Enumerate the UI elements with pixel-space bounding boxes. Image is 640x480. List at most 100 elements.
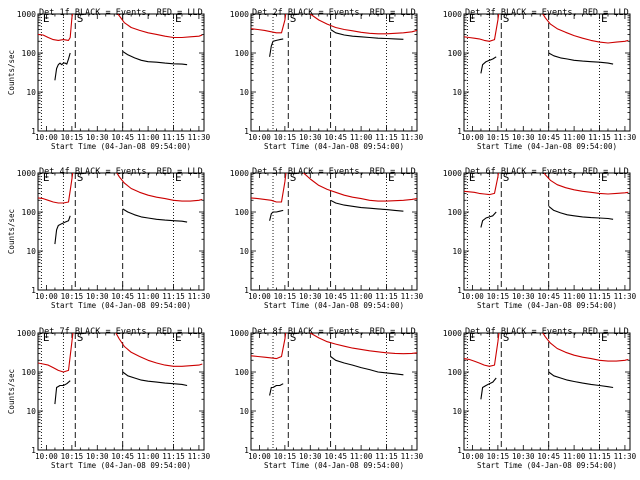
panel-7-xlabel: Start Time (04-Jan-08 09:54:00) [51, 461, 191, 470]
panel-9-marker-label: S [503, 331, 510, 344]
panel-3-marker-label: E [601, 12, 608, 25]
panel-5-xtick-label: 11:30 [401, 292, 424, 301]
panel-1-marker-label: E [175, 12, 182, 25]
panel-5-xtick-label: 11:00 [350, 292, 373, 301]
panel-9-ytick-label: 1 [457, 446, 462, 455]
panel-3-ytick-label: 1000 [443, 10, 462, 19]
panel-2-frame [250, 13, 418, 132]
panel-8-lld-line-2 [309, 333, 417, 355]
panel-3-xtick-label: 11:30 [614, 133, 637, 142]
panel-9-xtick-label: 11:00 [563, 452, 586, 461]
panel-8-xtick-label: 10:45 [324, 452, 347, 461]
panel-7-lld-line-2 [115, 333, 203, 367]
panel-2-xtick-label: 10:45 [324, 133, 347, 142]
panel-1-ytick-label: 10 [26, 88, 36, 97]
panel-7-xtick-label: 10:00 [35, 452, 58, 461]
panel-9-xtick-label: 10:45 [537, 452, 560, 461]
panel-3-xtick-label: 10:15 [487, 133, 510, 142]
panel-8-events-line-2 [330, 356, 404, 376]
panel-7-xtick-label: 11:00 [137, 452, 160, 461]
panel-2-series [251, 14, 417, 57]
panel-9-xtick-label: 10:00 [461, 452, 484, 461]
panel-5-events-line-2 [330, 199, 404, 212]
panel-4-events-line-1 [54, 215, 71, 245]
panel-7-ytick-label: 100 [22, 368, 37, 377]
panel-4-marker-label: E [175, 171, 182, 184]
panel-4-xtick-label: 10:00 [35, 292, 58, 301]
panel-1-ytick-label: 1 [31, 127, 36, 136]
panel-3-title: Det 3f BLACK = Events, RED = LLD [465, 8, 629, 18]
panel-4-xtick-label: 11:00 [137, 292, 160, 301]
panel-5-xtick-label: 10:00 [248, 292, 271, 301]
panel-3-xtick-label: 11:00 [563, 133, 586, 142]
panel-1-frame [37, 13, 205, 132]
panel-5-xlabel: Start Time (04-Jan-08 09:54:00) [264, 301, 404, 310]
panel-2-ytick-label: 100 [235, 49, 250, 58]
panel-6-xtick-label: 10:45 [537, 292, 560, 301]
panel-7-ytick-label: 1000 [17, 329, 36, 338]
panel-1-marker-label: S [77, 12, 84, 25]
panel-8-marker-label: S [290, 331, 297, 344]
panel-3-series [464, 14, 629, 74]
panel-5-series [251, 173, 417, 221]
panel-6-marker-label: E [469, 171, 476, 184]
panel-3-lld-line-2 [542, 14, 629, 44]
panel-3-frame [463, 13, 631, 132]
panel-7-marker-label: S [77, 331, 84, 344]
panel-2-marker-label: E [388, 12, 395, 25]
panel-3-marker-label: E [469, 12, 476, 25]
panel-7-xtick-label: 10:30 [86, 452, 109, 461]
panel-8-ytick-label: 1000 [230, 329, 249, 338]
panel-3-events-line-1 [480, 56, 497, 74]
panel-8-ytick-label: 10 [239, 407, 249, 416]
panel-4-lld-line-1 [38, 173, 74, 204]
panel-3-marker-label: S [503, 12, 510, 25]
panel-4-title: Det 4f BLACK = Events, RED = LLD [39, 167, 203, 177]
panel-7-xtick-label: 10:15 [61, 452, 84, 461]
panel-5-title: Det 5f BLACK = Events, RED = LLD [252, 167, 416, 177]
panel-1-ytick-label: 100 [22, 49, 37, 58]
panel-7-events-line-1 [54, 380, 71, 405]
panel-4: 1 10 100 1000 10:00 10:15 10:30 10:45 11:00 11:15… [7, 167, 211, 310]
panel-2-xtick-label: 10:15 [274, 133, 297, 142]
panel-1-lld-line-1 [38, 14, 74, 41]
panel-4-ytick-label: 100 [22, 208, 37, 217]
panel-6-lld-line-2 [543, 173, 629, 195]
panel-8-events-line-1 [269, 383, 284, 396]
panel-4-xtick-label: 11:30 [188, 292, 211, 301]
panel-6-xlabel: Start Time (04-Jan-08 09:54:00) [477, 301, 617, 310]
panel-7-series [38, 333, 203, 405]
panel-1: 1 10 100 1000 10:00 10:15 10:30 10:45 11:00 11:15… [7, 8, 211, 151]
panel-3-xtick-label: 10:00 [461, 133, 484, 142]
panel-3-ytick-label: 100 [448, 49, 463, 58]
panel-6: 1 10 100 1000 10:00 10:15 10:30 10:45 11:00 11:15… [443, 167, 637, 310]
panel-6-ytick-label: 1000 [443, 169, 462, 178]
panel-2-xtick-label: 10:30 [299, 133, 322, 142]
panel-5-lld-line-2 [302, 173, 417, 202]
panel-2-xlabel: Start Time (04-Jan-08 09:54:00) [264, 142, 404, 151]
panel-8-ytick-label: 1 [244, 446, 249, 455]
panel-7-title: Det 7f BLACK = Events, RED = LLD [39, 327, 203, 337]
panel-9-title: Det 9f BLACK = Events, RED = LLD [465, 327, 629, 337]
panel-5-frame [250, 172, 418, 291]
panel-3-ytick-label: 1 [457, 127, 462, 136]
panel-1-marker-label: E [43, 12, 50, 25]
panel-8-xtick-label: 11:15 [375, 452, 398, 461]
panel-7-ytick-label: 1 [31, 446, 36, 455]
panel-6-marker-label: S [503, 171, 510, 184]
panel-9-marker-label: E [469, 331, 476, 344]
panel-5-ytick-label: 100 [235, 208, 250, 217]
panel-7-ytick-label: 10 [26, 407, 36, 416]
panel-9-events-line-2 [548, 371, 614, 389]
panel-7-ylabel: Counts/sec [7, 369, 16, 414]
panel-8-frame [250, 332, 418, 451]
panel-1-xlabel: Start Time (04-Jan-08 09:54:00) [51, 142, 191, 151]
panel-2-lld-line-1 [251, 14, 287, 34]
panel-6-series [464, 173, 629, 228]
panel-6-xtick-label: 10:15 [487, 292, 510, 301]
panel-5-marker-label: E [388, 171, 395, 184]
panel-9-events-line-1 [480, 377, 497, 400]
panel-8-marker-label: E [388, 331, 395, 344]
panel-8-xtick-label: 10:15 [274, 452, 297, 461]
panel-4-ylabel: Counts/sec [7, 209, 16, 254]
